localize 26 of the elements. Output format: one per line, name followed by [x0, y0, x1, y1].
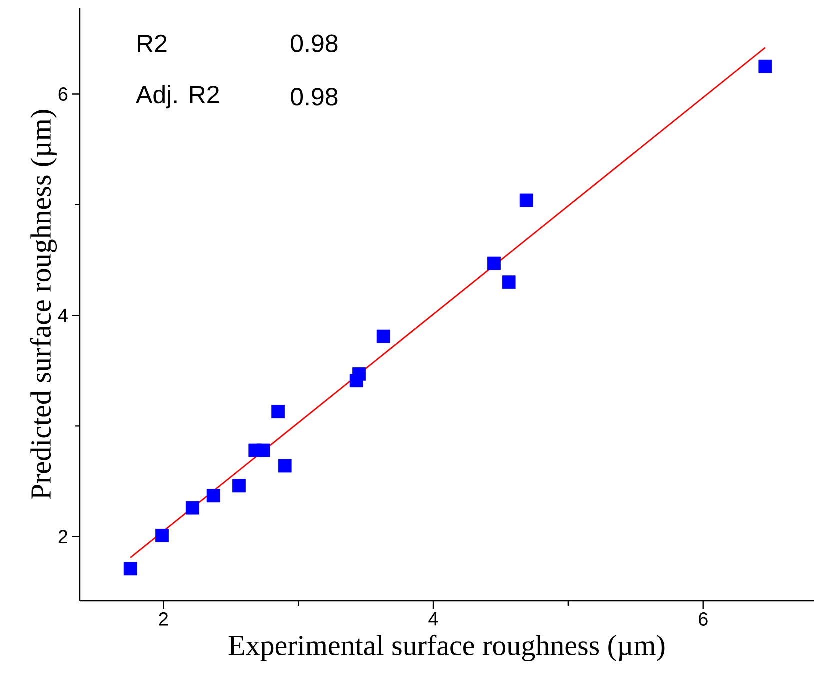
x-axis-title: Experimental surface roughness (µm) — [228, 634, 665, 662]
annotation: 0.98 — [291, 88, 338, 106]
point — [156, 529, 170, 542]
point — [488, 256, 501, 270]
y-tick-label: 4 — [58, 309, 68, 322]
point — [278, 459, 292, 473]
point — [206, 489, 220, 503]
point — [758, 60, 772, 74]
point — [520, 194, 534, 208]
x-tick-label: 6 — [699, 612, 708, 626]
y-tick-label: 2 — [58, 530, 68, 544]
y-tick-label: 6 — [58, 88, 68, 102]
y-axis-title: Predicted surface roughness (µm) — [30, 110, 58, 500]
point — [352, 367, 366, 381]
point — [124, 562, 138, 576]
annotation: R2 — [138, 34, 167, 52]
point — [376, 330, 390, 344]
point — [502, 276, 516, 290]
x-tick-label: 2 — [159, 612, 168, 626]
annotation: 0.98 — [291, 34, 338, 52]
point — [232, 479, 246, 493]
point — [272, 405, 286, 418]
x-tick-label: 4 — [428, 612, 438, 626]
annotation: Adj. R2 — [136, 85, 220, 109]
point — [186, 501, 200, 515]
point — [256, 444, 270, 458]
